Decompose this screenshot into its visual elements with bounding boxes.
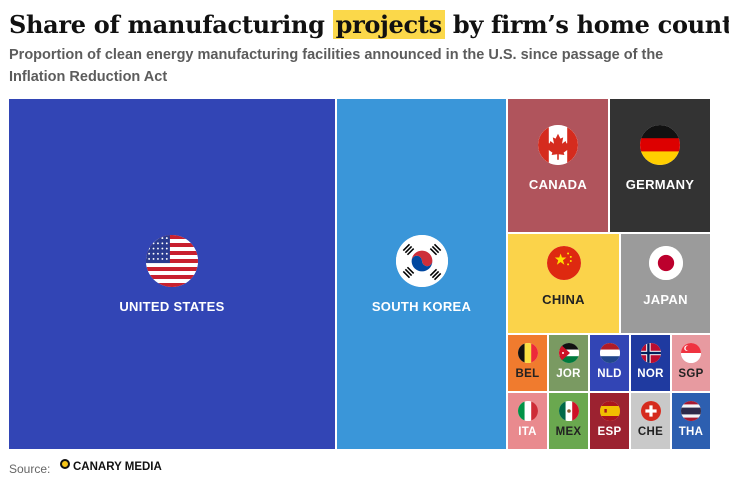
treemap-tile-es: ESP — [589, 392, 630, 450]
tile-label-it: ITA — [518, 426, 537, 438]
treemap-tile-no: NOR — [630, 334, 671, 392]
treemap-tile-cn: CHINA — [507, 233, 620, 334]
tile-label-kr: SOUTH KOREA — [371, 299, 472, 314]
flag-icon-sg — [681, 343, 701, 363]
tile-label-ch: CHE — [637, 426, 664, 438]
treemap-tile-it: ITA — [507, 392, 548, 450]
treemap-tile-ca: CANADA — [507, 98, 609, 233]
tile-label-cn: CHINA — [542, 291, 585, 307]
flag-icon-ch — [640, 401, 661, 421]
treemap-tile-be: BEL — [507, 334, 548, 392]
tile-label-sg: SGP — [678, 368, 704, 380]
tile-label-de: GERMANY — [625, 176, 695, 192]
tile-label-jo: JOR — [556, 368, 581, 380]
title-highlight: projects — [332, 10, 445, 39]
tile-label-ca: CANADA — [528, 176, 588, 192]
treemap-tile-nl: NLD — [589, 334, 630, 392]
canary-icon — [60, 459, 70, 469]
treemap-tile-de: GERMANY — [609, 98, 711, 233]
flag-icon-de — [640, 124, 680, 165]
flag-icon-jp — [648, 245, 683, 280]
tile-label-jp: JAPAN — [643, 291, 688, 307]
tile-label-th: THA — [678, 426, 704, 438]
flag-icon-ca — [538, 124, 578, 165]
flag-icon-jo — [558, 343, 579, 363]
source-label: Source: — [9, 462, 51, 476]
chart-title: Share of manufacturing projects by firm’… — [9, 10, 729, 39]
flag-icon-cn — [546, 245, 581, 280]
flag-icon-us — [146, 235, 198, 287]
tile-label-es: ESP — [597, 426, 622, 438]
tile-label-mx: MEX — [555, 426, 582, 438]
flag-icon-it — [517, 401, 538, 421]
treemap: UNITED STATES SOUTH KOREA CANADA GERMANY … — [8, 98, 711, 450]
treemap-tile-th: THA — [671, 392, 711, 450]
tile-label-nl: NLD — [597, 368, 622, 380]
tile-label-be: BEL — [515, 368, 540, 380]
flag-icon-th — [681, 401, 701, 421]
brand-name: CANARY MEDIA — [73, 461, 162, 473]
flag-icon-no — [640, 343, 661, 363]
treemap-tile-mx: MEX — [548, 392, 589, 450]
flag-icon-es — [599, 401, 620, 421]
treemap-tile-ch: CHE — [630, 392, 671, 450]
tile-label-no: NOR — [637, 368, 664, 380]
flag-icon-nl — [599, 343, 620, 363]
flag-icon-mx — [558, 401, 579, 421]
treemap-tile-kr: SOUTH KOREA — [336, 98, 507, 450]
tile-label-us: UNITED STATES — [119, 299, 225, 314]
brand-logo: CANARY MEDIA — [60, 459, 162, 473]
treemap-tile-us: UNITED STATES — [8, 98, 336, 450]
treemap-tile-jo: JOR — [548, 334, 589, 392]
treemap-tile-sg: SGP — [671, 334, 711, 392]
chart-subtitle: Proportion of clean energy manufacturing… — [9, 47, 664, 85]
treemap-tile-jp: JAPAN — [620, 233, 711, 334]
flag-icon-kr — [395, 235, 448, 287]
flag-icon-be — [517, 343, 538, 363]
